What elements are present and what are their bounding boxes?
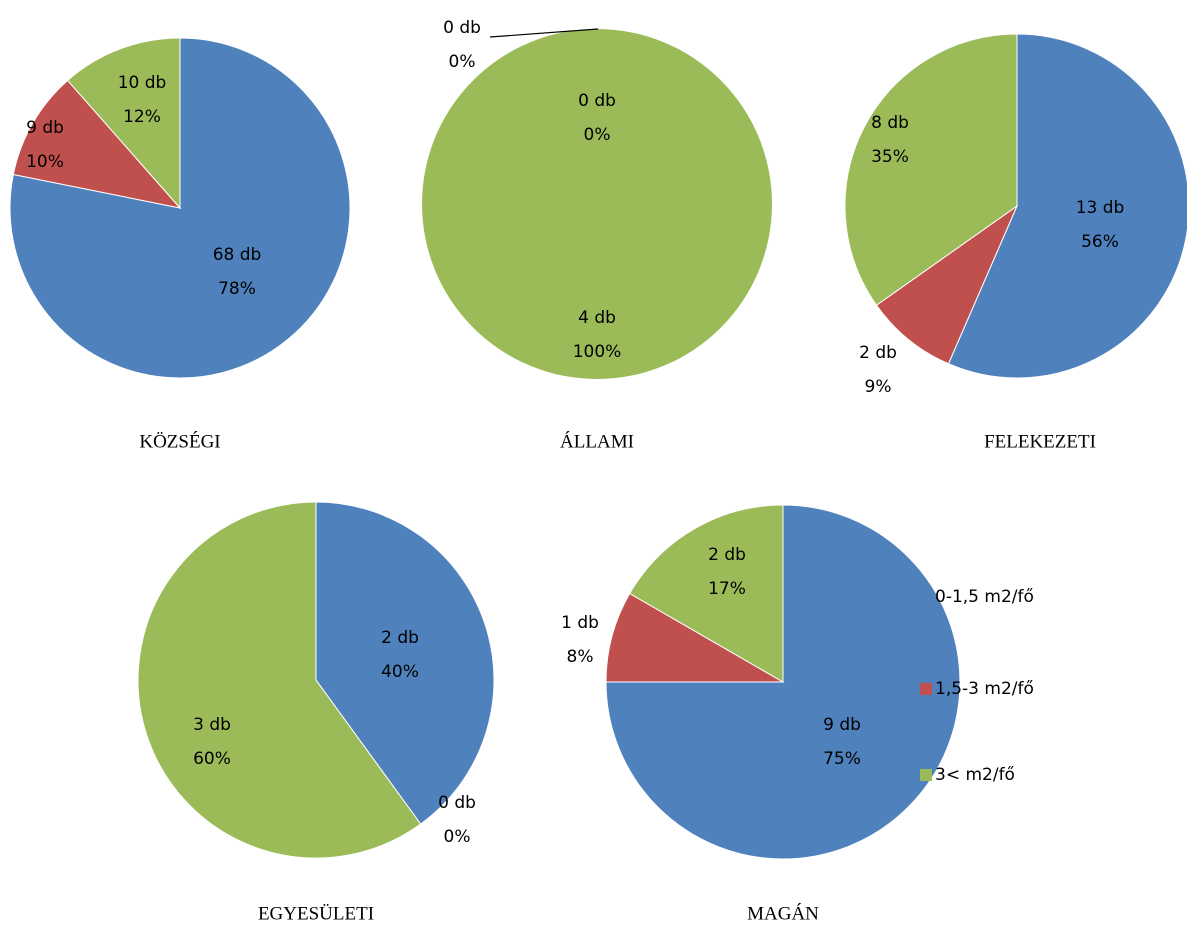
data-label: 0% <box>444 827 471 847</box>
data-label: 1 db <box>561 613 599 633</box>
data-label: 68 db <box>213 245 262 265</box>
data-label: 17% <box>708 579 746 599</box>
chart-title: FELEKEZETI <box>984 431 1096 452</box>
legend-label: 1,5-3 m2/fő <box>935 679 1034 699</box>
data-label: 4 db <box>578 308 616 328</box>
data-label: 0 db <box>443 18 481 38</box>
data-label: 12% <box>123 107 161 127</box>
pie-slice <box>947 33 1187 379</box>
pie-slice <box>9 37 351 379</box>
leader-line <box>489 28 599 38</box>
pie-slice <box>629 504 784 683</box>
chart-title: ÁLLAMI <box>560 430 634 452</box>
data-label: 13 db <box>1076 198 1125 218</box>
pie-slice <box>875 204 1019 365</box>
chart-title: MAGÁN <box>747 902 819 924</box>
pie-slice <box>137 501 422 859</box>
data-label: 10 db <box>118 73 167 93</box>
pie-slice <box>12 79 182 209</box>
pie-slice <box>422 29 772 379</box>
legend-swatch <box>920 683 932 695</box>
pie-slice <box>605 592 785 683</box>
chart-title: EGYESÜLETI <box>258 903 374 924</box>
data-label: 56% <box>1081 232 1119 252</box>
data-label: 3 db <box>193 715 231 735</box>
data-label: 78% <box>218 279 256 299</box>
data-label: 0% <box>584 125 611 145</box>
pie-slice <box>605 504 961 860</box>
data-label: 9 db <box>823 715 861 735</box>
data-label: 35% <box>871 147 909 167</box>
legend-label: 3< m2/fő <box>935 765 1015 785</box>
legend-label: 0-1,5 m2/fő <box>935 587 1034 607</box>
data-label: 0 db <box>438 793 476 813</box>
pie-slice <box>315 501 495 825</box>
data-label: 0 db <box>578 91 616 111</box>
legend-swatch <box>920 769 932 781</box>
data-label: 2 db <box>708 545 746 565</box>
data-label: 2 db <box>859 343 897 363</box>
pie-slice <box>844 33 1018 306</box>
data-label: 2 db <box>381 628 419 648</box>
data-label: 75% <box>823 749 861 769</box>
data-label: 9% <box>865 377 892 397</box>
chart-title: KÖZSÉGI <box>139 430 220 452</box>
data-label: 0% <box>449 52 476 72</box>
data-label: 10% <box>26 152 64 172</box>
pie-slice <box>66 37 181 210</box>
legend-swatch <box>920 591 932 603</box>
data-label: 9 db <box>26 118 64 138</box>
data-label: 100% <box>573 342 622 362</box>
data-label: 8% <box>567 647 594 667</box>
data-label: 40% <box>381 662 419 682</box>
data-label: 8 db <box>871 113 909 133</box>
data-label: 60% <box>193 749 231 769</box>
